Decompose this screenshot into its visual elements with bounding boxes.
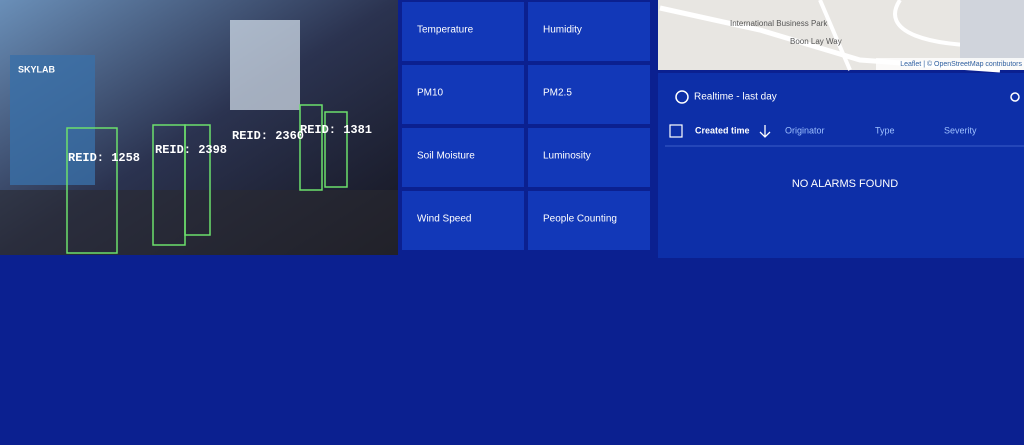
column-header[interactable]: Originator [785,125,825,135]
empty-message: NO ALARMS FOUND [792,178,898,190]
kpi-label: Soil Moisture [417,151,475,162]
kpi-tile [528,2,650,61]
kpi-label: Wind Speed [417,214,471,225]
checkbox[interactable] [669,124,683,138]
kpi-label: Humidity [543,25,582,36]
search-icon[interactable] [1010,92,1020,102]
camera-feed: SKYLAB REID: 1258 REID: 2398 REID: 2360 … [0,0,398,255]
kpi-tile [528,191,650,250]
block [960,0,1024,60]
banner [10,55,95,185]
booth [230,20,300,110]
kpi-tile [402,128,524,187]
reid-label: REID: 1258 [68,151,140,165]
column-header[interactable]: Type [875,125,895,135]
kpi-tile [528,65,650,124]
reid-label: REID: 2360 [232,129,304,143]
kpi-tile [402,2,524,61]
map-label: Boon Lay Way [790,37,842,46]
alarms-subtitle: Realtime - last day [694,92,777,103]
detection-box [299,104,323,191]
reid-label: REID: 2398 [155,143,227,157]
map: International Business Park Boon Lay Way… [658,0,1024,73]
sign: SKYLAB [18,64,56,74]
detection-box [66,127,118,254]
kpi-label: People Counting [543,214,617,225]
sort-arrow[interactable] [759,125,771,138]
column-header[interactable]: Severity [944,125,977,135]
reid-label: REID: 1381 [300,123,372,137]
detection-box [324,111,348,188]
attribution-bg [876,58,1024,70]
attribution: Leaflet | © OpenStreetMap contributors [900,60,1022,68]
detection-box [184,124,211,236]
kpi-tile [402,191,524,250]
kpi-label: PM2.5 [543,88,572,99]
map-label: International Business Park [730,19,828,28]
kpi-tile [528,128,650,187]
kpi-label: PM10 [417,88,444,99]
clock-icon [675,90,689,104]
kpi-tile [402,65,524,124]
column-header[interactable]: Created time [695,125,750,135]
floor [0,190,398,255]
kpi-label: Temperature [417,25,474,36]
kpi-label: Luminosity [543,151,591,162]
panel [658,73,1024,258]
alarms-panel: Realtime - last day Created time Origina… [658,73,1024,258]
